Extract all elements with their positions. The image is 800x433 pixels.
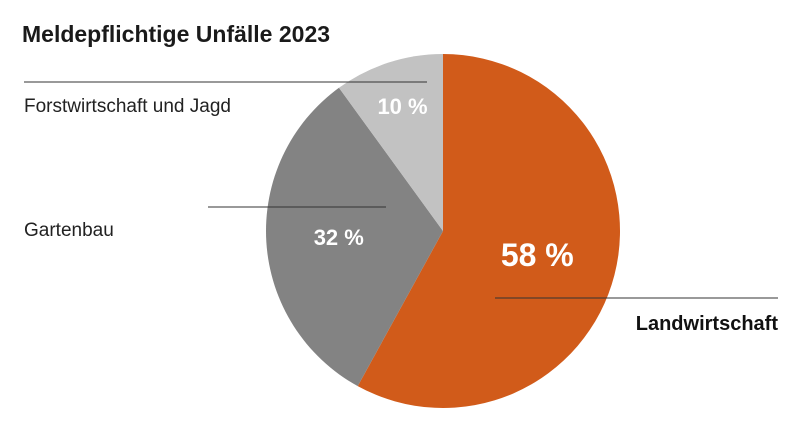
value-label-forstwirtschaft-und-jagd: 10 % <box>377 94 427 119</box>
value-label-landwirtschaft: 58 % <box>501 237 574 273</box>
slice-landwirtschaft <box>357 54 620 408</box>
pie-slices <box>266 54 620 408</box>
slice-gartenbau <box>266 87 443 387</box>
slice-labels: 58 % Landwirtschaft 32 % Gartenbau 10 % Forst… <box>24 94 778 335</box>
category-label-forstwirtschaft-und-jagd: Forstwirtschaft und Jagd <box>24 96 231 117</box>
slice-forstwirtschaft-und-jagd <box>338 54 443 231</box>
category-label-gartenbau: Gartenbau <box>24 220 114 241</box>
category-label-landwirtschaft: Landwirtschaft <box>636 313 779 335</box>
leader-lines <box>24 81 778 299</box>
value-label-gartenbau: 32 % <box>314 225 364 250</box>
chart-title: Meldepflichtige Unfälle 2023 <box>22 21 330 47</box>
